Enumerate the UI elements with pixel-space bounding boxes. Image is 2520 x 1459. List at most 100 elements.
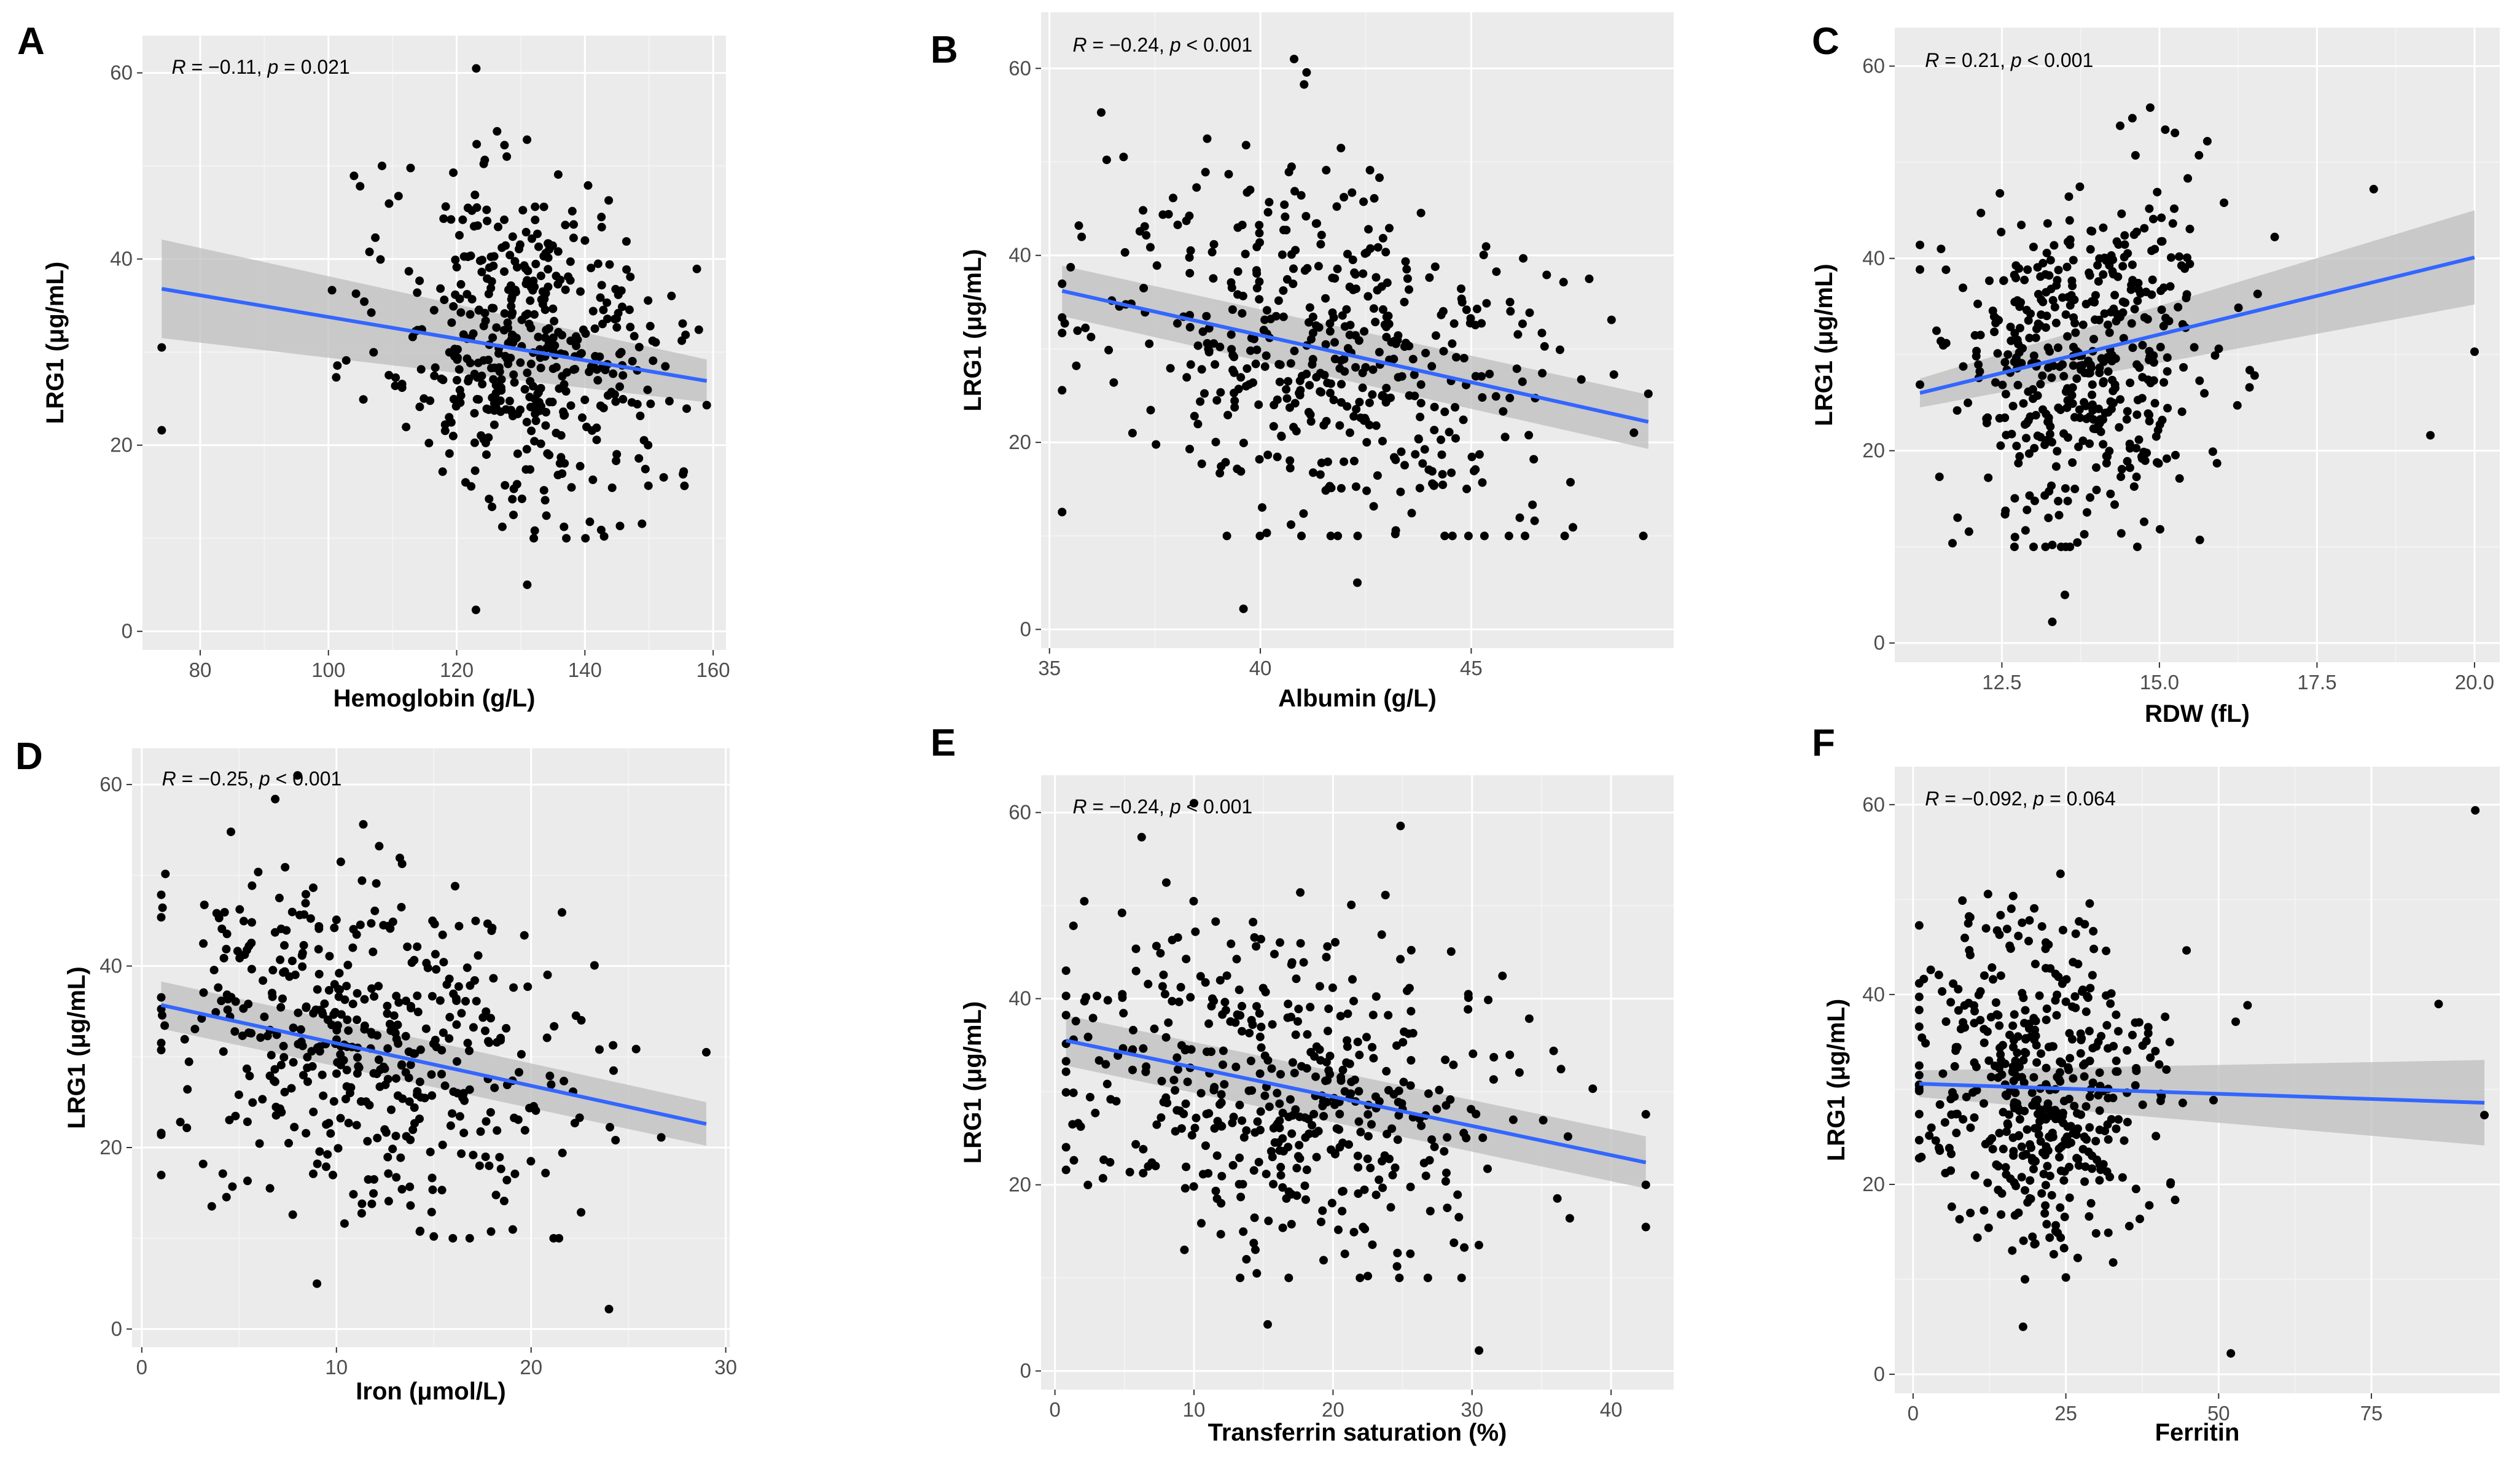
data-point <box>523 267 532 276</box>
data-point <box>625 305 634 315</box>
data-point <box>2010 270 2019 280</box>
data-point <box>2032 1058 2042 1067</box>
data-point <box>1639 531 1648 541</box>
data-point <box>440 426 450 436</box>
data-point <box>2035 991 2044 1000</box>
data-point <box>322 1162 330 1172</box>
data-point <box>161 869 170 878</box>
data-point <box>1306 335 1316 344</box>
data-point <box>1469 1049 1478 1058</box>
data-point <box>580 236 590 245</box>
data-point <box>1093 992 1101 1001</box>
data-point <box>2085 1027 2094 1036</box>
data-point <box>2086 984 2095 993</box>
data-point <box>1644 389 1653 398</box>
data-point <box>2019 399 2028 408</box>
data-point <box>1408 354 1418 364</box>
data-point <box>1353 578 1362 587</box>
data-point <box>2080 1072 2089 1081</box>
data-point <box>1276 1171 1285 1180</box>
data-point <box>2014 931 2023 941</box>
data-point <box>2073 1109 2081 1118</box>
data-point <box>2021 526 2030 535</box>
data-point <box>1426 1207 1435 1216</box>
correlation-annotation: R = −0.24, p < 0.001 <box>1073 796 1253 818</box>
data-point <box>474 951 483 960</box>
data-point <box>2086 244 2095 254</box>
data-point <box>1925 1131 1934 1140</box>
data-point <box>439 1028 448 1038</box>
data-point <box>2104 320 2112 329</box>
data-point <box>522 445 531 454</box>
data-point <box>437 1046 447 1055</box>
data-point <box>1262 1170 1271 1179</box>
data-point <box>1539 1116 1548 1125</box>
data-point <box>541 1168 550 1178</box>
y-tick-label: 40 <box>1008 244 1031 267</box>
data-point <box>1164 1018 1173 1027</box>
data-point <box>1278 1183 1287 1192</box>
data-point <box>1952 1128 1961 1138</box>
data-point <box>1183 1078 1192 1087</box>
data-point <box>1186 360 1195 369</box>
data-point <box>2085 412 2094 421</box>
data-point <box>2070 484 2080 493</box>
data-point <box>1335 1109 1344 1119</box>
data-point <box>2210 351 2220 360</box>
data-point <box>1954 1006 1963 1015</box>
data-point <box>1438 307 1448 316</box>
data-point <box>462 354 472 363</box>
data-point <box>1173 1065 1182 1074</box>
data-point <box>2147 246 2156 256</box>
data-point <box>1344 1140 1353 1149</box>
data-point <box>2092 485 2101 495</box>
data-point <box>2245 366 2254 375</box>
data-point <box>1256 1107 1265 1116</box>
data-point <box>622 237 631 246</box>
data-point <box>1319 1256 1328 1265</box>
data-point <box>512 480 521 489</box>
data-point <box>682 404 691 413</box>
data-point <box>1236 1192 1246 1202</box>
data-point <box>2131 1184 2140 1194</box>
data-point <box>536 272 545 281</box>
data-point <box>1577 375 1586 384</box>
data-point <box>1355 1050 1364 1060</box>
data-point <box>1365 420 1374 429</box>
data-point <box>523 309 532 318</box>
data-point <box>1513 330 1523 339</box>
data-point <box>481 316 490 326</box>
data-point <box>570 1119 579 1128</box>
data-point <box>611 397 620 406</box>
data-point <box>2018 918 2027 928</box>
data-point <box>1377 930 1386 939</box>
data-point <box>2138 1100 2147 1109</box>
data-point <box>268 966 278 975</box>
data-point <box>1361 363 1370 372</box>
data-point <box>1478 393 1487 402</box>
data-point <box>2010 329 2019 338</box>
data-point <box>1521 531 1529 541</box>
y-tick-label: 0 <box>1020 618 1031 641</box>
data-point <box>1207 1001 1216 1011</box>
data-point <box>2155 420 2164 429</box>
data-point <box>1333 531 1343 541</box>
data-point <box>1460 1243 1469 1252</box>
data-point <box>1451 434 1460 443</box>
data-point <box>383 1152 392 1162</box>
data-point <box>1914 1071 1924 1080</box>
data-point <box>2179 363 2188 372</box>
data-point <box>1970 1171 1980 1180</box>
data-point <box>230 1027 240 1036</box>
data-point <box>2102 1021 2112 1030</box>
data-point <box>1211 1186 1220 1195</box>
data-point <box>1465 319 1475 328</box>
data-point <box>219 953 228 963</box>
data-point <box>1322 417 1331 426</box>
data-point <box>1297 191 1306 200</box>
data-point <box>207 1202 216 1211</box>
data-point <box>437 374 446 383</box>
data-point <box>1327 1199 1336 1208</box>
data-point <box>1987 1073 1995 1082</box>
data-point <box>1479 251 1488 259</box>
